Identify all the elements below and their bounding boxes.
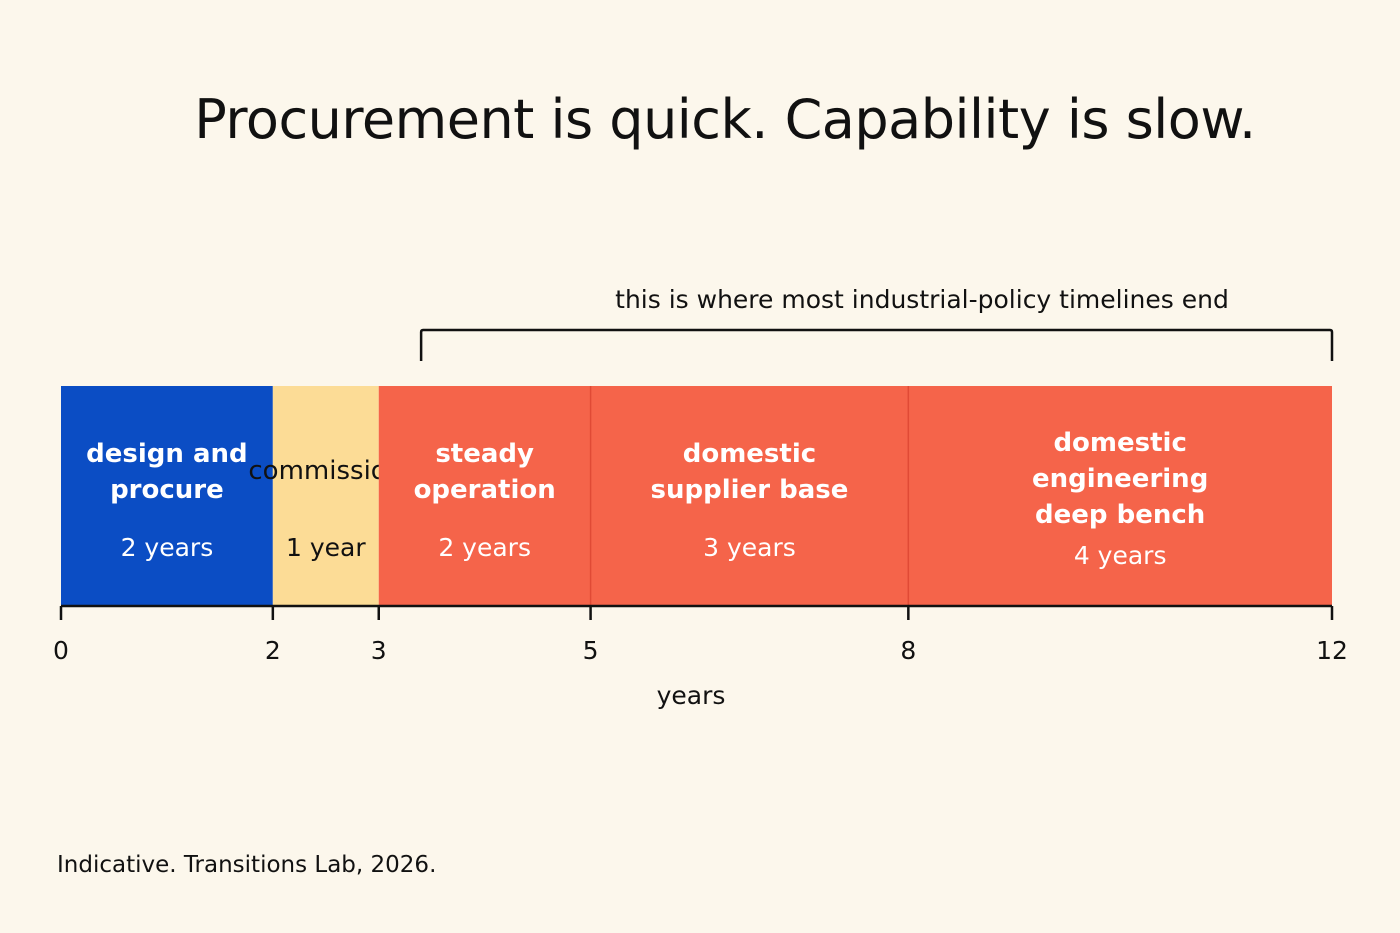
x-tick-label: 0 [53, 636, 69, 665]
segment-duration-label: 2 years [438, 533, 531, 562]
x-axis: 0 2 3 5 8 12 years [53, 604, 1348, 710]
segment-label: supplier base [651, 475, 849, 505]
annotation-bracket: this is where most industrial-policy tim… [419, 285, 1334, 361]
x-tick-label: 2 [265, 636, 281, 665]
annotation-bracket-line [419, 328, 1334, 361]
x-tick-label: 12 [1316, 636, 1348, 665]
x-tick-label: 8 [900, 636, 916, 665]
segment-duration-label: 4 years [1074, 541, 1167, 570]
segments-layer: design and procure 2 years commission 1 year… [61, 386, 1332, 606]
segment-label: steady [435, 439, 534, 469]
segment-label: engineering [1032, 464, 1208, 494]
x-tick-label: 5 [583, 636, 599, 665]
segment-label: operation [414, 475, 556, 505]
chart-title: Procurement is quick. Capability is slow… [194, 88, 1256, 151]
segment-label: domestic [683, 439, 816, 469]
annotation-text: this is where most industrial-policy tim… [615, 285, 1229, 314]
segment-bar [61, 386, 273, 606]
segment-label: procure [110, 475, 224, 505]
segment-label: commission [248, 456, 403, 486]
segment-label: deep bench [1035, 500, 1205, 530]
x-axis-label: years [657, 681, 726, 710]
segment-bar [590, 386, 909, 606]
segment-bar [272, 386, 379, 606]
segment-bar [908, 386, 1332, 606]
segment-duration-label: 3 years [703, 533, 796, 562]
segment-label: domestic [1053, 428, 1186, 458]
source-note: Indicative. Transitions Lab, 2026. [57, 852, 437, 878]
segment-bar [378, 386, 591, 606]
segment-duration-label: 1 year [286, 533, 366, 562]
x-tick-label: 3 [371, 636, 387, 665]
segment-duration-label: 2 years [121, 533, 214, 562]
segment-label: design and [86, 439, 247, 469]
